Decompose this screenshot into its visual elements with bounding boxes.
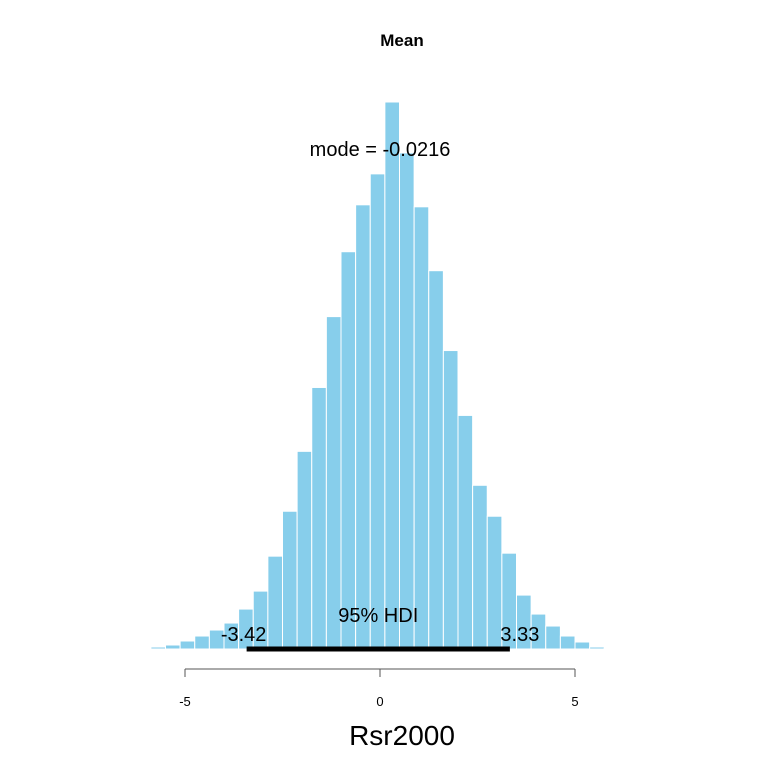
histogram-bar <box>442 350 459 650</box>
histogram-bar <box>311 386 327 650</box>
histogram-bar <box>150 646 166 650</box>
histogram-bar <box>384 101 400 650</box>
histogram-bar <box>267 555 283 650</box>
x-axis-label: Rsr2000 <box>349 720 455 751</box>
histogram-bar <box>282 510 298 650</box>
histogram-bar <box>428 270 444 650</box>
histogram-bar <box>135 647 152 650</box>
histogram-bar <box>179 640 196 650</box>
x-tick-label: -5 <box>179 694 191 709</box>
histogram-bar <box>559 635 576 650</box>
histogram-bar <box>457 414 474 650</box>
x-tick-label: 5 <box>571 694 578 709</box>
histogram-bar <box>472 484 488 650</box>
histogram-bar <box>340 251 357 650</box>
histogram-bar <box>589 646 605 650</box>
histogram-bar <box>325 316 342 650</box>
histogram-bar <box>413 206 430 650</box>
histogram-bar <box>194 635 210 650</box>
histogram-bar <box>369 173 386 650</box>
histogram-bar <box>545 625 561 650</box>
histogram-bar <box>296 450 313 650</box>
histogram-bars <box>106 101 634 650</box>
x-tick-label: 0 <box>376 694 383 709</box>
histogram-bar <box>165 644 181 650</box>
histogram-bar <box>355 204 371 650</box>
mode-annotation: mode = -0.0216 <box>310 139 451 161</box>
histogram-bar <box>574 641 591 650</box>
x-axis: -5 0 5 <box>179 668 579 709</box>
hdi-low-label: -3.42 <box>221 624 267 646</box>
chart-title: Mean <box>380 31 423 50</box>
hdi-label: 95% HDI <box>338 605 418 627</box>
hdi-high-label: 3.33 <box>500 624 539 646</box>
histogram-bar <box>399 152 415 650</box>
